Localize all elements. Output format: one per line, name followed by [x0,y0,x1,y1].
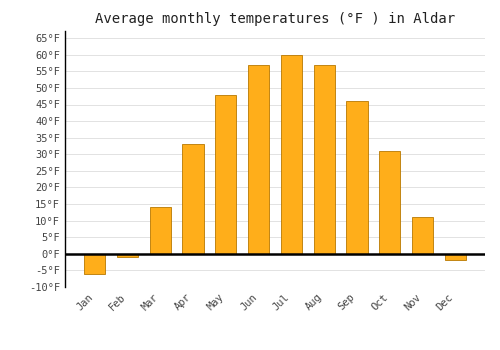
Bar [248,65,270,254]
Bar [280,55,302,254]
Bar [150,207,171,254]
Bar [346,101,368,254]
Bar [412,217,433,254]
Title: Average monthly temperatures (°F ) in Aldar: Average monthly temperatures (°F ) in Al… [95,12,455,26]
Bar [314,65,335,254]
Bar [117,254,138,257]
Bar [379,151,400,254]
Bar [215,94,236,254]
Bar [84,254,106,274]
Bar [182,144,204,254]
Bar [444,254,466,260]
